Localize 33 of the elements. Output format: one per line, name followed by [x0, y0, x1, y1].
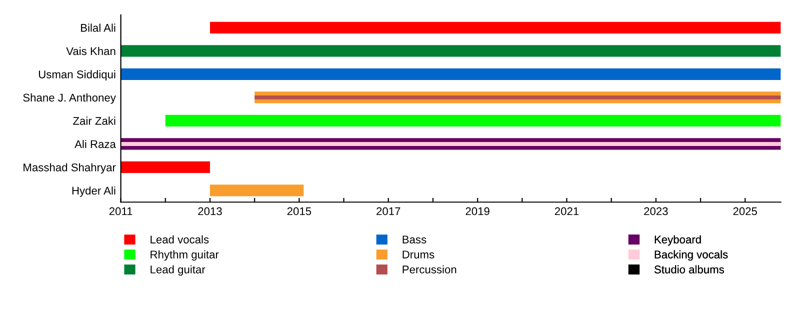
legend-label: Backing vocals	[654, 250, 728, 261]
x-tick-label: 2013	[198, 207, 222, 216]
x-tick-label: 2015	[287, 207, 312, 216]
y-tick-label: Zair Zaki	[73, 116, 116, 125]
x-tick-label: 2017	[376, 207, 400, 216]
y-tick-label: Usman Siddiqui	[38, 70, 116, 81]
legend-label: Drums	[402, 250, 434, 258]
bar	[120, 142, 781, 146]
y-tick-label: Masshad Shahryar	[24, 163, 116, 174]
legend-label: Lead vocals	[150, 235, 209, 244]
legend-label: Rhythm guitar	[150, 250, 219, 261]
y-tick-label: Vais Khan	[66, 46, 116, 56]
bar	[254, 95, 781, 100]
bar	[120, 161, 210, 174]
legend-label: Bass	[402, 236, 426, 244]
legend-label: Percussion	[402, 265, 456, 274]
legend-label: Lead guitar	[150, 265, 206, 276]
bar	[210, 22, 781, 34]
x-tick-label: 2011	[109, 207, 132, 216]
bar	[210, 184, 304, 196]
y-tick-label: Ali Raza	[74, 140, 116, 148]
x-tick-label: 2023	[644, 207, 668, 216]
y-tick-label: Shane J. Anthoney	[23, 93, 116, 104]
bar	[165, 114, 781, 127]
x-tick-label: 2019	[466, 207, 490, 216]
bar	[120, 68, 781, 80]
x-tick-label: 2021	[554, 207, 579, 216]
y-tick-label: Hyder Ali	[72, 186, 116, 197]
y-tick-label: Bilal Ali	[81, 24, 116, 32]
legend-label: Studio albums	[654, 265, 724, 274]
bar	[120, 45, 781, 57]
legend-label: Keyboard	[654, 235, 701, 246]
x-tick-label: 2025	[733, 207, 758, 216]
